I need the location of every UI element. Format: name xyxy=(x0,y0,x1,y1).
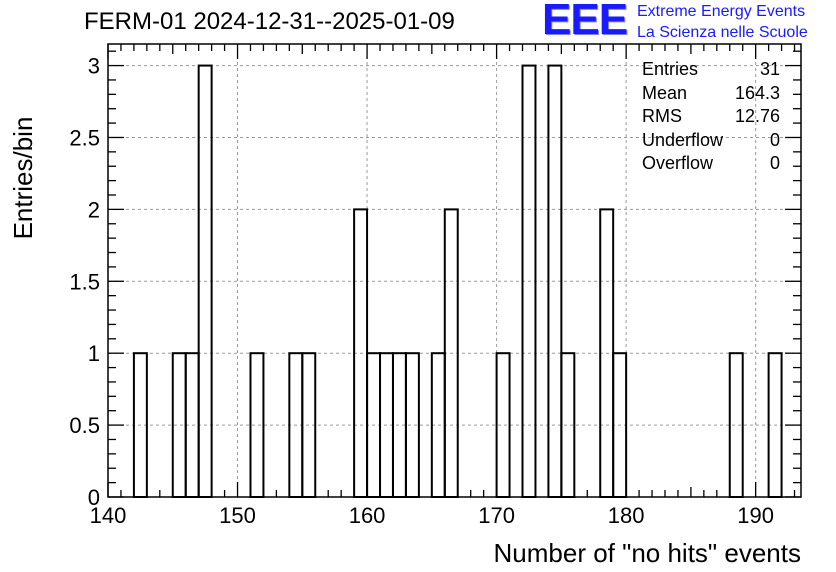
stat-label: Overflow xyxy=(642,153,714,173)
stat-value: 0 xyxy=(769,153,780,173)
stat-value: 0 xyxy=(769,129,780,150)
y-axis-label: Entries/bin xyxy=(8,117,38,240)
y-tick-label: 1 xyxy=(88,341,100,366)
stat-value: 31 xyxy=(759,59,780,79)
eee-logo: EEE Extreme Energy Events La Scienza nel… xyxy=(542,0,832,44)
stat-label: RMS xyxy=(642,106,682,126)
grid-lines xyxy=(108,44,801,497)
stat-row-rms: RMS 12.76 xyxy=(642,105,780,129)
logo-line-2: La Scienza nelle Scuole xyxy=(637,24,808,41)
stat-label: Mean xyxy=(642,82,688,103)
y-tick-label: 3 xyxy=(88,54,100,79)
stat-label: Entries xyxy=(642,59,699,79)
axes xyxy=(107,43,802,498)
tick-labels: 140 150 160 170 180 190 0 0.5 1 1.5 2 2.5 3 xyxy=(69,54,774,528)
y-tick-label: 2.5 xyxy=(69,125,100,150)
stat-row-mean: Mean 164.3 xyxy=(642,82,780,106)
plot-frame xyxy=(107,43,802,498)
eee-logo-mark: EEE xyxy=(542,0,628,44)
stat-value: 12.76 xyxy=(734,106,780,126)
x-tick-label: 190 xyxy=(737,503,774,528)
stat-row-underflow: Underflow 0 xyxy=(642,129,780,153)
y-tick-label: 0.5 xyxy=(69,413,100,438)
x-tick-label: 170 xyxy=(478,503,515,528)
y-tick-label: 0 xyxy=(88,485,100,510)
stat-label: Underflow xyxy=(642,129,724,150)
stat-row-entries: Entries 31 xyxy=(642,58,780,82)
logo-line-1: Extreme Energy Events xyxy=(637,3,806,20)
x-tick-label: 160 xyxy=(349,503,386,528)
x-axis-label: Number of "no hits" events xyxy=(494,538,802,568)
stats-box: Entries 31 Mean 164.3 RMS 12.76 Underflo… xyxy=(642,58,780,176)
y-tick-label: 2 xyxy=(88,197,100,222)
stat-row-overflow: Overflow 0 xyxy=(642,152,780,176)
x-tick-label: 150 xyxy=(219,503,256,528)
x-tick-label: 180 xyxy=(608,503,645,528)
chart-title: FERM-01 2024-12-31--2025-01-09 xyxy=(84,8,455,35)
x-tick-label: 140 xyxy=(90,503,127,528)
stat-value: 164.3 xyxy=(734,82,780,103)
y-tick-label: 1.5 xyxy=(69,269,100,294)
